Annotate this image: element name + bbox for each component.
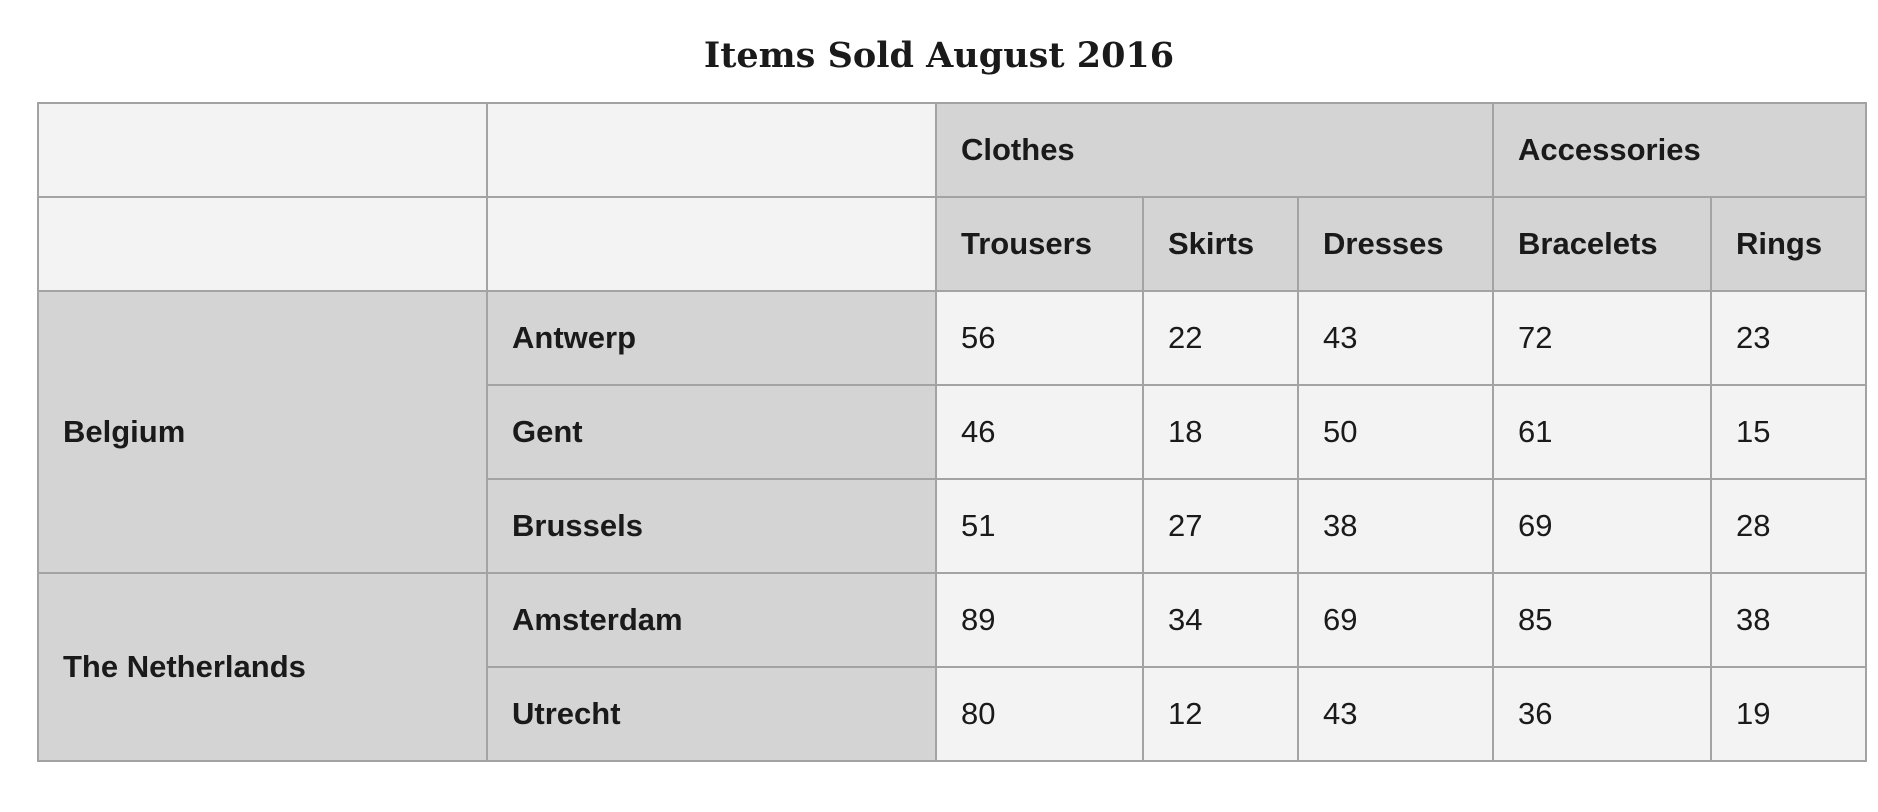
empty-corner-cell	[486, 102, 937, 198]
value-cell: 56	[935, 290, 1144, 386]
value-cell: 61	[1492, 384, 1712, 480]
country-header-netherlands: The Netherlands	[37, 572, 488, 762]
value-cell: 72	[1492, 290, 1712, 386]
city-header: Utrecht	[486, 666, 937, 762]
value-cell: 38	[1297, 478, 1494, 574]
value-cell: 28	[1710, 478, 1867, 574]
value-cell: 38	[1710, 572, 1867, 668]
city-header: Amsterdam	[486, 572, 937, 668]
value-cell: 46	[935, 384, 1144, 480]
value-cell: 50	[1297, 384, 1494, 480]
value-cell: 34	[1142, 572, 1299, 668]
value-cell: 23	[1710, 290, 1867, 386]
column-header-row: Trousers Skirts Dresses Bracelets Rings	[37, 196, 1867, 292]
column-header-skirts: Skirts	[1142, 196, 1299, 292]
value-cell: 69	[1297, 572, 1494, 668]
column-header-rings: Rings	[1710, 196, 1867, 292]
empty-corner-cell	[37, 196, 488, 292]
value-cell: 22	[1142, 290, 1299, 386]
country-header-belgium: Belgium	[37, 290, 488, 574]
group-header-accessories: Accessories	[1492, 102, 1867, 198]
table-row: Brussels 51 27 38 69 28	[38, 478, 1867, 574]
value-cell: 51	[935, 478, 1144, 574]
table-row: The Netherlands Amsterdam 89 34 69 85 38	[37, 572, 1867, 762]
value-cell: 18	[1142, 384, 1299, 480]
group-header-row: Clothes Accessories	[37, 102, 1867, 198]
table-row: Gent 46 18 50 61 15	[38, 384, 1867, 480]
city-header: Brussels	[486, 478, 937, 574]
empty-corner-cell	[486, 196, 937, 292]
value-cell: 36	[1492, 666, 1712, 762]
city-header: Antwerp	[486, 290, 937, 386]
value-cell: 80	[935, 666, 1144, 762]
column-header-dresses: Dresses	[1297, 196, 1494, 292]
sales-table: Clothes Accessories Trousers Skirts Dres…	[37, 102, 1867, 762]
column-header-bracelets: Bracelets	[1492, 196, 1712, 292]
value-cell: 12	[1142, 666, 1299, 762]
value-cell: 19	[1710, 666, 1867, 762]
value-cell: 43	[1297, 290, 1494, 386]
city-header: Gent	[486, 384, 937, 480]
empty-corner-cell	[37, 102, 488, 198]
value-cell: 69	[1492, 478, 1712, 574]
value-cell: 43	[1297, 666, 1494, 762]
value-cell: 89	[935, 572, 1144, 668]
column-header-trousers: Trousers	[935, 196, 1144, 292]
value-cell: 27	[1142, 478, 1299, 574]
value-cell: 15	[1710, 384, 1867, 480]
table-row: Utrecht 80 12 43 36 19	[38, 666, 1867, 762]
group-header-clothes: Clothes	[935, 102, 1494, 198]
table-title: Items Sold August 2016	[703, 34, 1175, 76]
table-row: Belgium Antwerp 56 22 43 72 23	[37, 290, 1867, 574]
value-cell: 85	[1492, 572, 1712, 668]
